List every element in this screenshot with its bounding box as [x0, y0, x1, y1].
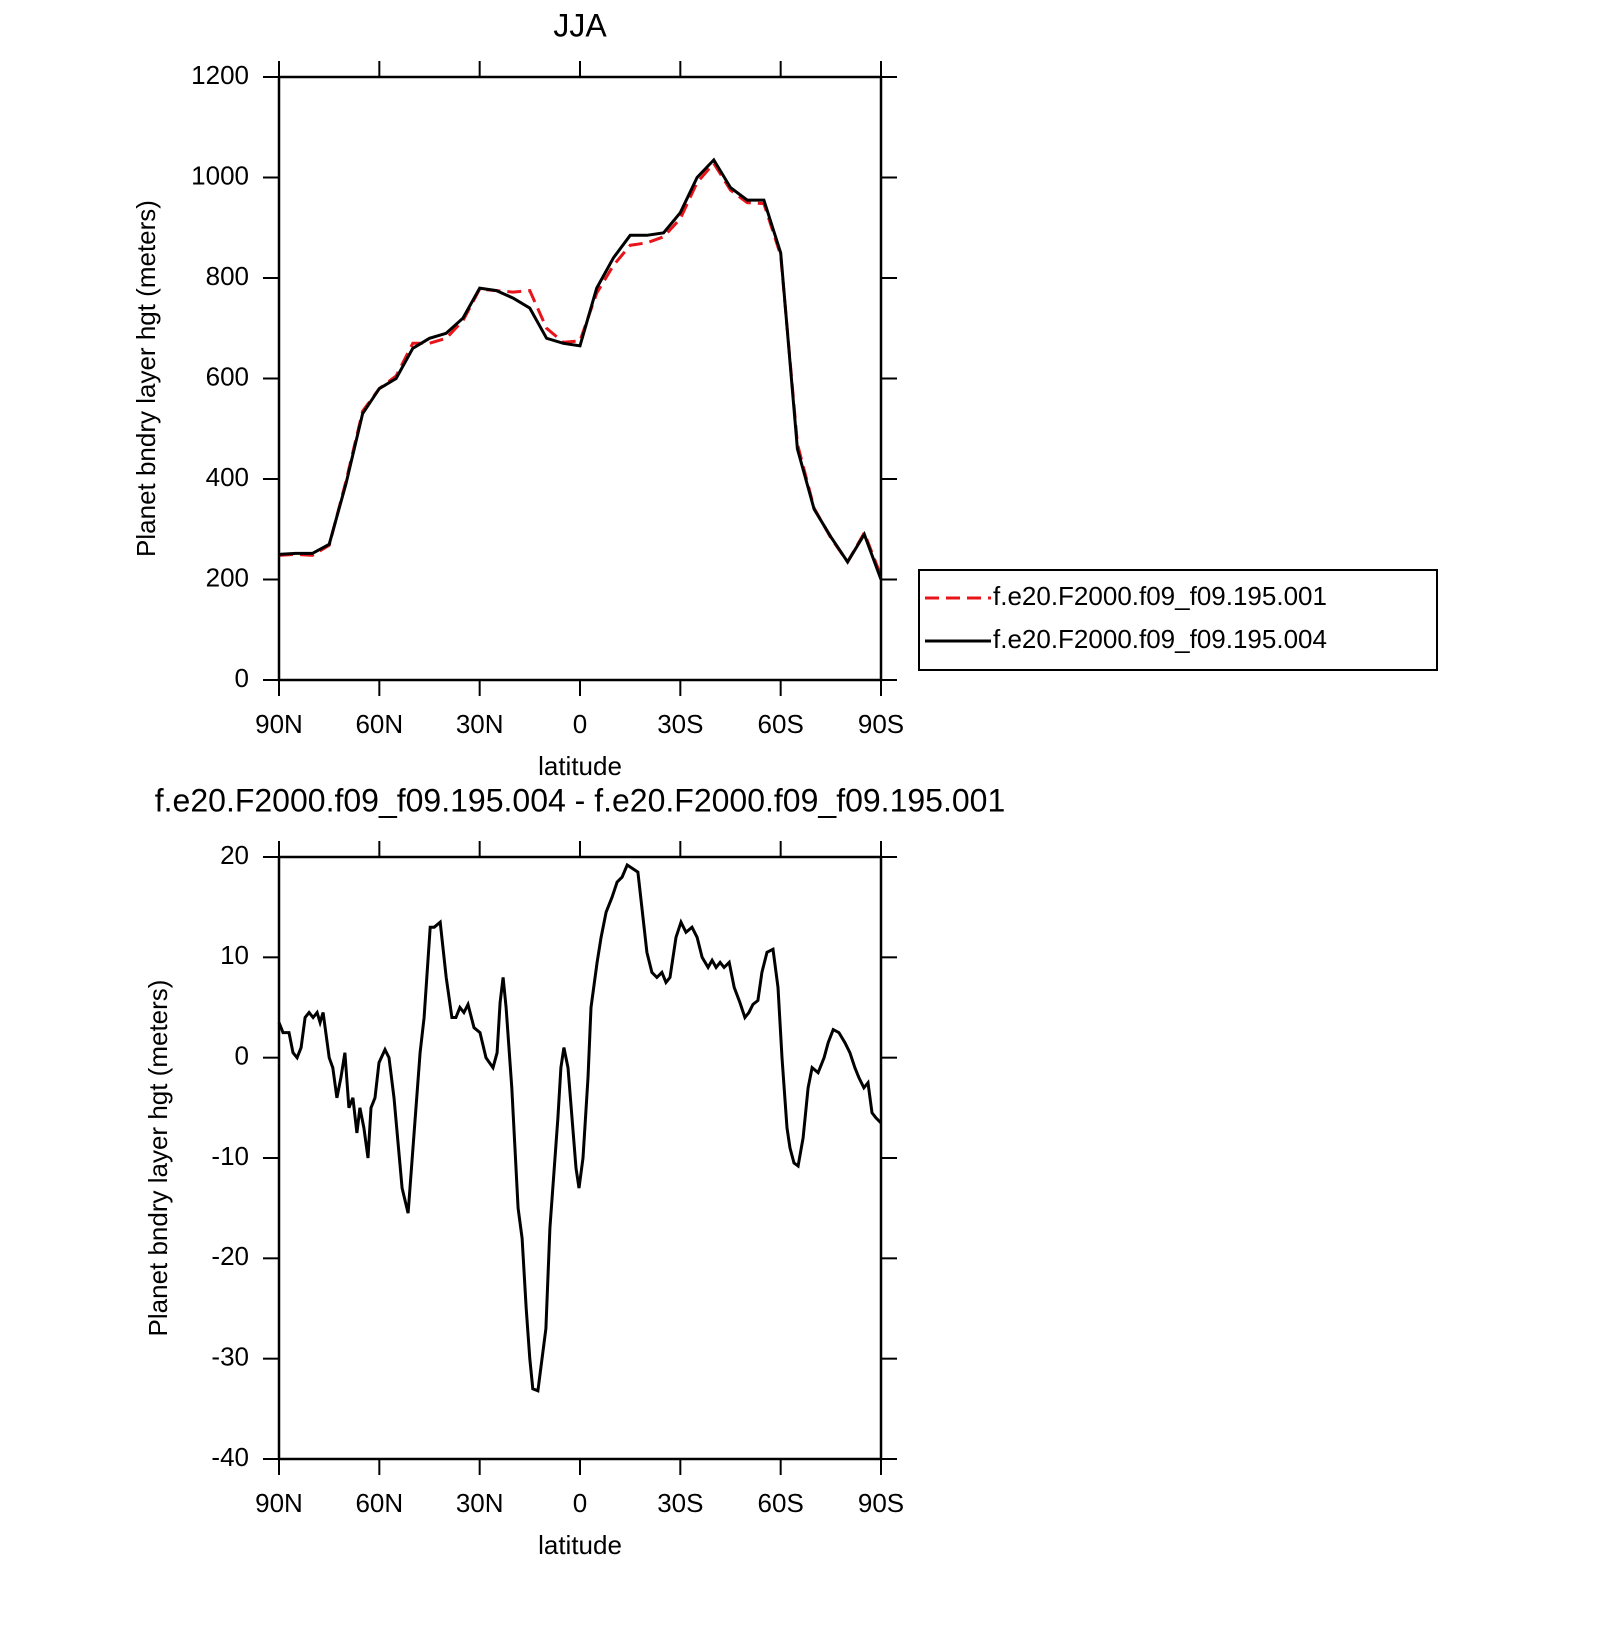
legend-label: f.e20.F2000.f09_f09.195.001	[993, 581, 1327, 611]
x-tick-label: 90S	[858, 709, 904, 739]
legend-box	[918, 569, 1438, 671]
x-tick-label: 30N	[456, 709, 504, 739]
y-axis-label: Planet bndry layer hgt (meters)	[143, 980, 173, 1337]
y-tick-label: 600	[206, 361, 249, 391]
y-tick-label: -30	[211, 1342, 249, 1372]
chart-title: JJA	[553, 7, 607, 43]
x-tick-label: 30S	[657, 709, 703, 739]
y-tick-label: 10	[220, 940, 249, 970]
data-line	[277, 862, 883, 1393]
chart-title: f.e20.F2000.f09_f09.195.004 - f.e20.F200…	[155, 782, 1005, 818]
y-tick-label: 200	[206, 562, 249, 592]
y-tick-label: 0	[235, 663, 249, 693]
plot-frame	[277, 855, 883, 1461]
y-tick-label: 400	[206, 462, 249, 492]
x-tick-label: 0	[573, 709, 587, 739]
x-tick-label: 90N	[255, 709, 303, 739]
x-tick-label: 30N	[456, 1488, 504, 1518]
x-tick-label: 90S	[858, 1488, 904, 1518]
x-tick-label: 60S	[758, 1488, 804, 1518]
x-axis-label: latitude	[538, 751, 622, 781]
y-tick-label: 1200	[191, 60, 249, 90]
y-axis-label: Planet bndry layer hgt (meters)	[131, 200, 161, 557]
plot-frame	[277, 75, 883, 682]
x-tick-label: 30S	[657, 1488, 703, 1518]
data-line	[278, 157, 883, 581]
x-tick-label: 90N	[255, 1488, 303, 1518]
y-tick-label: -40	[211, 1442, 249, 1472]
y-tick-label: 0	[235, 1041, 249, 1071]
x-tick-label: 0	[573, 1488, 587, 1518]
x-tick-label: 60S	[758, 709, 804, 739]
y-tick-label: 20	[220, 840, 249, 870]
y-tick-label: 1000	[191, 160, 249, 190]
x-axis-label: latitude	[538, 1530, 622, 1560]
y-tick-label: -20	[211, 1241, 249, 1271]
legend-label: f.e20.F2000.f09_f09.195.004	[993, 624, 1327, 654]
y-tick-label: -10	[211, 1141, 249, 1171]
x-tick-label: 60N	[355, 709, 403, 739]
x-tick-label: 60N	[355, 1488, 403, 1518]
y-tick-label: 800	[206, 261, 249, 291]
